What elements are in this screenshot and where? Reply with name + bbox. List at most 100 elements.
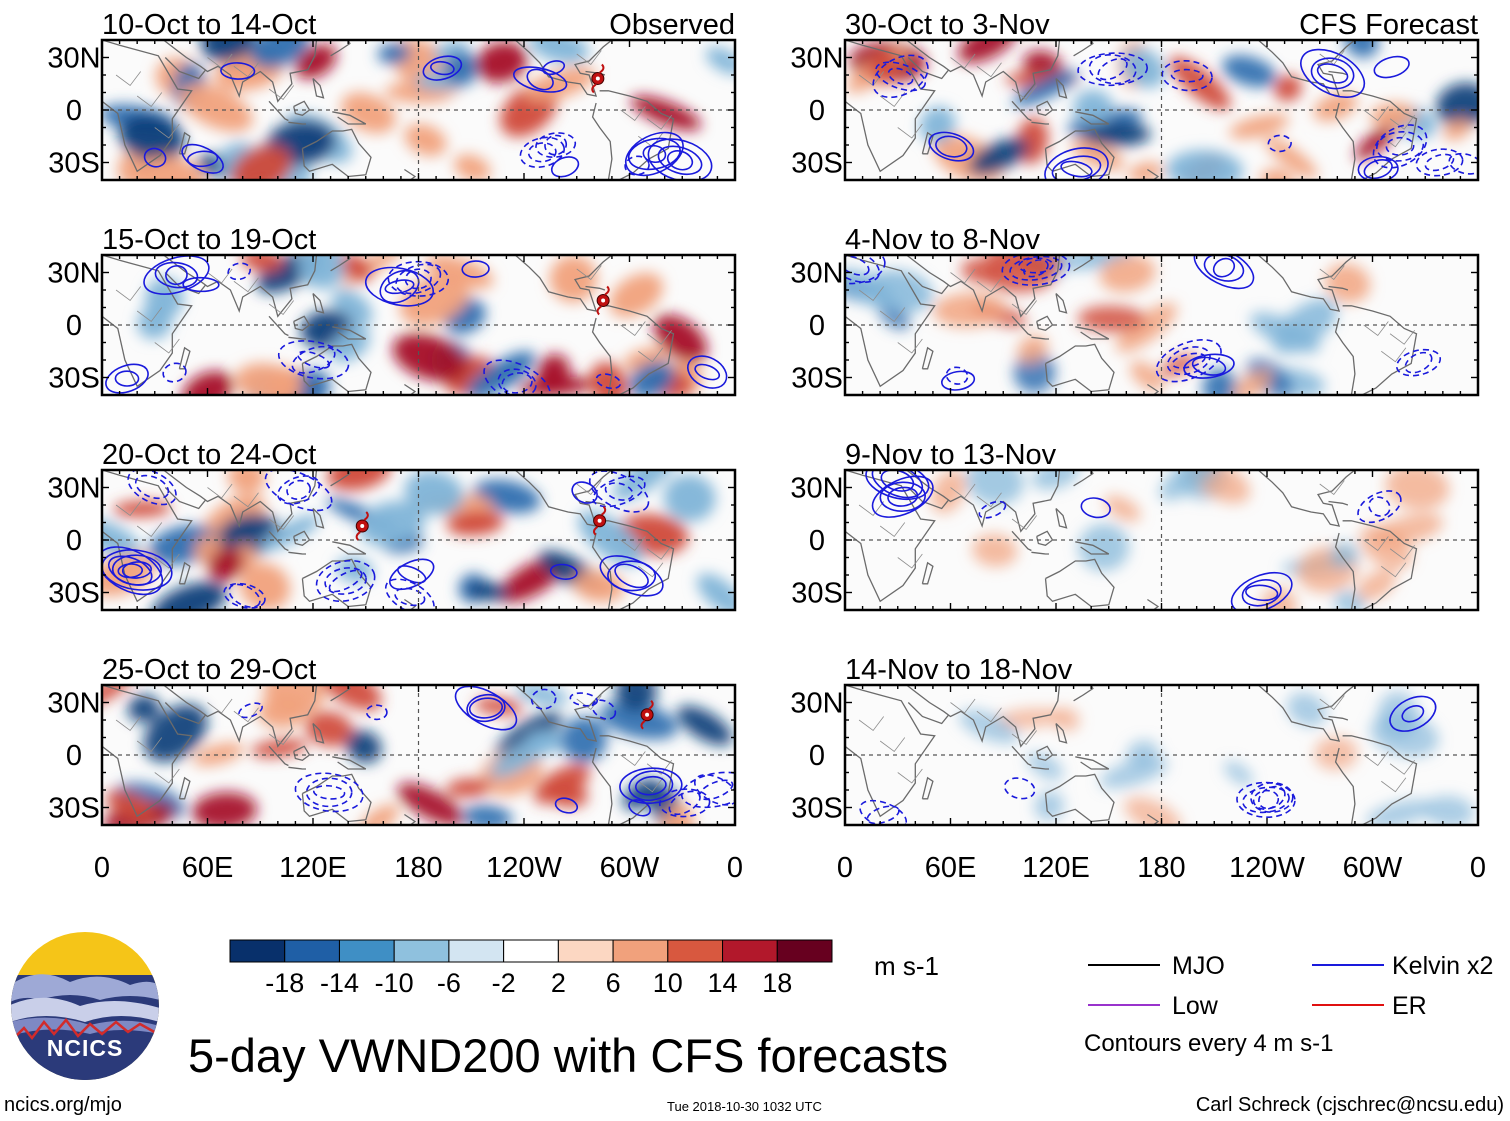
legend-label-low: Low (1172, 992, 1218, 1020)
borders (115, 695, 673, 793)
contour-note: Contours every 4 m s-1 (1084, 1030, 1334, 1057)
colorbar-tick-label: -6 (437, 968, 461, 998)
cyclone-marker (591, 63, 605, 94)
y-tick-label: 0 (66, 525, 82, 557)
y-tick-label: 30N (790, 43, 843, 75)
y-tick-label: 30S (48, 148, 100, 180)
colorbar-tick-label: 18 (762, 968, 792, 998)
kelvin-contours (872, 48, 1478, 180)
panel-date-label: 4-Nov to 8-Nov (845, 224, 1041, 256)
colorbar-tick-label: -14 (320, 968, 359, 998)
borders (858, 480, 1416, 578)
y-tick-label: 30S (791, 578, 843, 610)
panel-date-label: 15-Oct to 19-Oct (102, 224, 316, 256)
borders (115, 265, 673, 363)
panel-header: CFS Forecast (1299, 9, 1478, 41)
colorbar-swatch (338, 939, 395, 963)
y-tick-label: 0 (809, 525, 825, 557)
x-tick-label: 120E (1022, 852, 1090, 884)
colorbar: -18 -14 -10 -6 -2 2 6 10 14 18 (229, 939, 833, 998)
x-tick-label: 0 (94, 852, 110, 884)
panel-date-label: 10-Oct to 14-Oct (102, 9, 316, 41)
colorbar-tick-label: -2 (492, 968, 516, 998)
borders (115, 480, 673, 578)
y-tick-label: 30S (48, 578, 100, 610)
colorbar-swatch (448, 939, 505, 963)
colorbar-tick-label: -18 (265, 968, 304, 998)
colorbar-swatch (557, 939, 614, 963)
legend-label-er: ER (1392, 992, 1427, 1020)
colorbar-swatch (393, 939, 450, 963)
panel-date-label: 30-Oct to 3-Nov (845, 9, 1050, 41)
vwnd-field (102, 40, 735, 180)
x-tick-label: 120W (1229, 852, 1305, 884)
x-tick-label: 60W (1343, 852, 1403, 884)
panel-observed-1: 10-Oct to 14-Oct Observed 30N 0 30S (47, 9, 737, 182)
colorbar-tick-label: 6 (606, 968, 621, 998)
x-tick-label: 60W (600, 852, 660, 884)
y-tick-label: 30S (48, 363, 100, 395)
y-tick-label: 30S (791, 793, 843, 825)
kelvin-contours (102, 470, 664, 610)
y-tick-label: 30S (791, 363, 843, 395)
panel-forecast-1: 30-Oct to 3-Nov CFS Forecast 30N 0 30S (790, 9, 1480, 182)
panel-date-label: 9-Nov to 13-Nov (845, 439, 1057, 471)
cyclone-marker (596, 285, 610, 316)
y-tick-label: 0 (809, 95, 825, 127)
y-tick-label: 30N (47, 43, 100, 75)
ncics-logo: NCICS (11, 932, 159, 1080)
y-tick-label: 0 (66, 740, 82, 772)
colorbar-swatch (229, 939, 286, 963)
y-tick-label: 30N (790, 688, 843, 720)
y-tick-label: 30N (47, 258, 100, 290)
coastlines (102, 255, 675, 395)
x-tick-label: 60E (925, 852, 977, 884)
borders (858, 695, 1416, 793)
logo-text: NCICS (47, 1035, 124, 1061)
coastlines (845, 685, 1418, 825)
kelvin-contours (105, 255, 728, 395)
cyclone-marker (355, 511, 369, 541)
vwnd-field (102, 685, 735, 825)
colorbar-swatch (612, 939, 669, 963)
kelvin-contours (143, 55, 713, 180)
y-tick-label: 30N (47, 688, 100, 720)
kelvin-contours (859, 695, 1437, 825)
colorbar-swatch (667, 939, 724, 963)
colorbar-tick-label: 14 (708, 968, 738, 998)
colorbar-swatch (284, 939, 340, 963)
x-tick-label: 0 (1470, 852, 1486, 884)
y-tick-label: 0 (66, 95, 82, 127)
colorbar-swatch (503, 939, 559, 963)
vwnd-field (845, 685, 1475, 825)
vwnd-field (102, 255, 728, 395)
colorbar-tick-label: 2 (551, 968, 566, 998)
coastlines (102, 470, 675, 610)
x-tick-label: 60E (182, 852, 234, 884)
colorbar-swatch (776, 939, 833, 963)
timestamp: Tue 2018-10-30 1032 UTC (667, 1099, 822, 1114)
y-tick-label: 30N (790, 258, 843, 290)
colorbar-tick-label: -10 (375, 968, 414, 998)
y-tick-label: 0 (809, 740, 825, 772)
cyclone-marker (640, 700, 654, 730)
legend-label-mjo: MJO (1172, 952, 1225, 980)
chart-title: 5-day VWND200 with CFS forecasts (188, 1029, 949, 1082)
panel-header: Observed (609, 9, 735, 41)
y-tick-label: 30S (48, 793, 100, 825)
x-tick-label: 180 (394, 852, 442, 884)
author-credit: Carl Schreck (cjschrec@ncsu.edu) (1195, 1094, 1504, 1116)
colorbar-units: m s-1 (874, 951, 939, 981)
site-url-link[interactable]: ncics.org/mjo (4, 1094, 122, 1116)
x-tick-label: 120W (486, 852, 562, 884)
kelvin-contours (845, 255, 1442, 391)
kelvin-contours (865, 470, 1402, 610)
panel-date-label: 20-Oct to 24-Oct (102, 439, 316, 471)
y-tick-label: 0 (809, 310, 825, 342)
x-tick-label: 180 (1137, 852, 1185, 884)
